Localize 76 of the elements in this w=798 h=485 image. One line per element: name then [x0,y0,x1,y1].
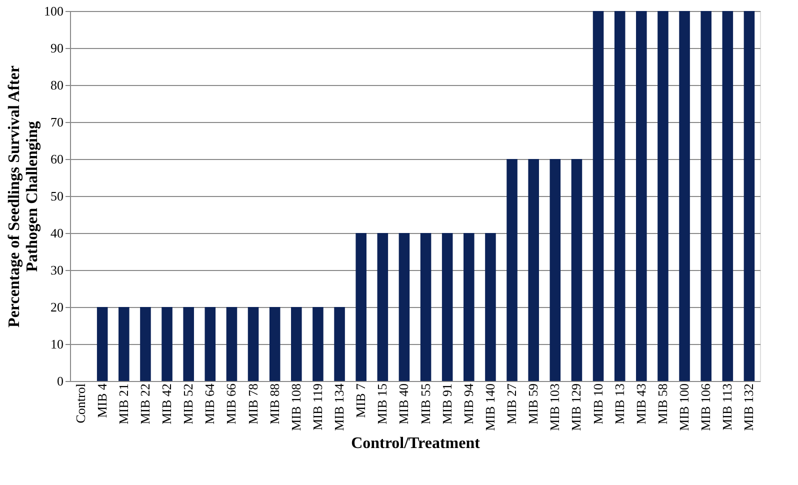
bar [118,307,130,381]
x-tick-label: MIB 40 [396,384,412,424]
x-tick-label: MIB 78 [245,384,260,424]
x-tick-label: MIB 59 [526,384,541,424]
x-tick-label: Control [72,383,88,424]
y-axis-title: Percentage of Seedlings Survival After Pathogen Challenging [6,66,41,328]
bar [398,233,410,381]
x-tick-label: MIB 119 [310,384,325,430]
x-tick-label: MIB 7 [353,383,368,418]
bar [506,159,518,381]
bar [204,307,216,381]
bar [334,307,345,381]
bar [528,159,539,381]
bar [571,159,582,381]
x-tick-label: MIB 21 [116,384,131,424]
y-tick-label: 30 [50,262,64,278]
x-tick-label: MIB 103 [547,384,562,431]
bar [636,11,647,381]
bar [420,233,432,381]
x-tick-label: MIB 15 [374,384,390,424]
bar [614,11,626,381]
y-tick-label: 90 [50,40,64,56]
x-tick-label: MIB 10 [590,384,606,424]
bar [744,11,755,381]
x-tick-label: MIB 66 [224,383,239,424]
x-tick-label: MIB 132 [741,384,756,431]
x-tick-label: MIB 4 [94,383,110,418]
y-tick-label: 0 [57,374,64,388]
y-tick-label: 20 [50,300,64,314]
x-tick-label: MIB 52 [180,384,196,424]
x-tick-label: MIB 94 [460,383,476,424]
y-tick-label: 70 [50,114,64,130]
bar [658,11,668,381]
bar [356,233,366,381]
x-tick-label: MIB 100 [676,384,692,431]
y-tick-label: 10 [50,336,64,352]
x-tick-label: MIB 108 [288,384,304,431]
bar [312,307,324,381]
x-tick-label: MIB 22 [137,384,152,424]
x-tick-label: MIB 113 [720,384,735,430]
bar [679,11,690,381]
bar [248,307,259,381]
bar [485,233,496,381]
y-tick-label: 100 [44,4,64,18]
bar [700,11,712,381]
bar [96,307,108,381]
x-tick-label: MIB 64 [202,383,218,424]
bar [162,307,172,381]
x-tick-label: MIB 42 [159,384,174,424]
bar [550,159,561,381]
bar [140,307,151,381]
y-tick-label: 80 [50,78,64,92]
x-tick-label: MIB 140 [482,384,498,431]
x-tick-label: MIB 129 [568,384,584,431]
x-axis-title: Control/Treatment [351,434,481,452]
y-tick-label: 50 [50,188,64,204]
bar [269,307,280,381]
y-tick-label: 60 [50,152,64,166]
x-tick-label: MIB 88 [266,384,282,424]
x-tick-label: MIB 55 [418,384,433,424]
x-tick-label: MIB 58 [654,384,670,424]
y-tick-label: 40 [50,226,64,240]
x-tick-label: MIB 13 [612,384,627,424]
bar [291,307,302,381]
x-tick-label: MIB 134 [332,383,347,431]
bar [377,233,388,381]
bar [442,233,453,381]
bar [592,11,604,381]
x-tick-label: MIB 43 [633,384,648,424]
bar [722,11,734,381]
x-tick-label: MIB 91 [439,384,454,424]
bar [183,307,194,381]
x-tick-label: MIB 27 [504,383,520,424]
bar [464,233,474,381]
x-tick-label: MIB 106 [698,383,714,431]
bar [226,307,238,381]
